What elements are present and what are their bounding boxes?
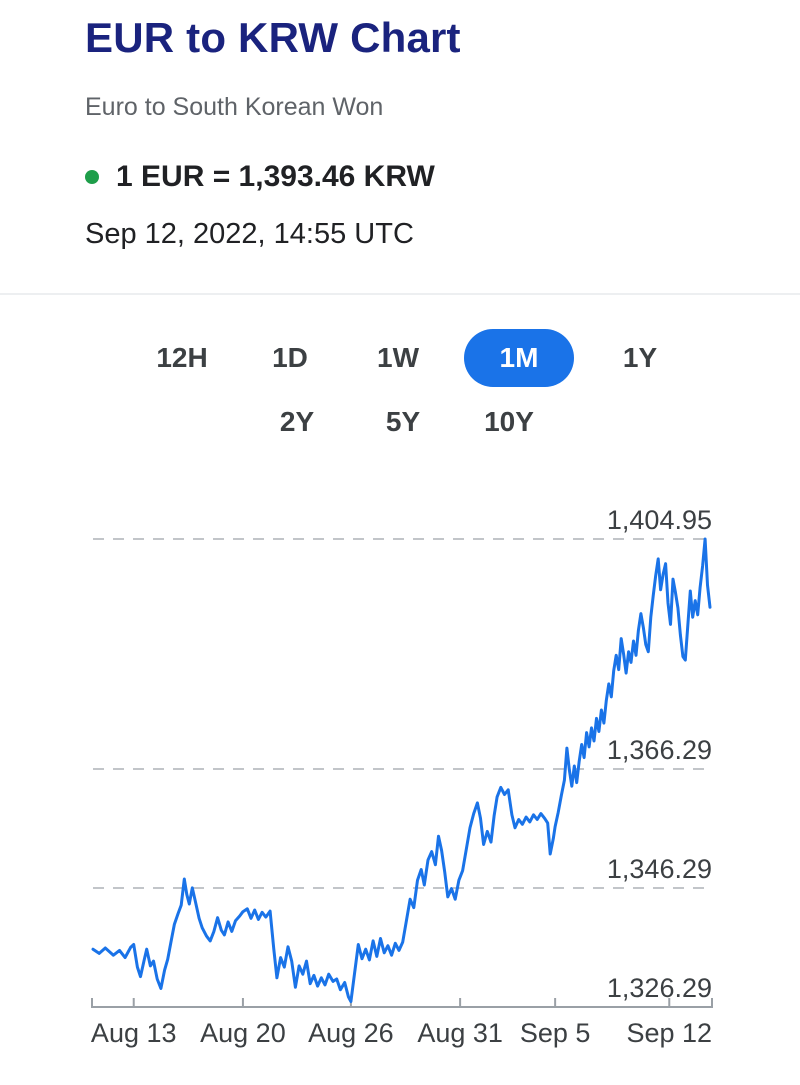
- range-button-12h[interactable]: 12H: [140, 329, 224, 387]
- x-axis-label-aug20: Aug 20: [200, 1018, 286, 1048]
- range-row-1: 12H 1D 1W 1M 1Y: [140, 329, 800, 387]
- y-gridline-label-1366: 1,366.29: [606, 735, 712, 765]
- range-row-2: 2Y 5Y 10Y: [255, 393, 800, 451]
- x-axis-label-aug13: Aug 13: [90, 1018, 177, 1048]
- range-button-2y[interactable]: 2Y: [255, 393, 339, 451]
- chart-header: EUR to KRW Chart Euro to South Korean Wo…: [0, 0, 800, 251]
- range-button-1m[interactable]: 1M: [464, 329, 574, 387]
- y-gridline-label-1326: 1,326.29: [606, 973, 712, 1003]
- current-rate-text: 1 EUR = 1,393.46 KRW: [116, 160, 435, 193]
- range-button-1w[interactable]: 1W: [356, 329, 440, 387]
- live-indicator-dot: [85, 170, 99, 184]
- current-rate-row: 1 EUR = 1,393.46 KRW: [85, 160, 800, 194]
- x-axis-label-aug26: Aug 26: [308, 1018, 394, 1048]
- page-title: EUR to KRW Chart: [85, 14, 461, 61]
- chart-canvas[interactable]: [0, 480, 800, 1080]
- section-divider: [0, 293, 800, 295]
- y-gridline-label-1404: 1,404.95: [606, 504, 712, 535]
- x-axis-label-sep12: Sep 12: [626, 1018, 713, 1048]
- range-button-1d[interactable]: 1D: [248, 329, 332, 387]
- range-button-1y[interactable]: 1Y: [598, 329, 682, 387]
- range-button-5y[interactable]: 5Y: [361, 393, 445, 451]
- time-range-selector: 12H 1D 1W 1M 1Y 2Y 5Y 10Y: [0, 329, 800, 451]
- rate-timestamp: Sep 12, 2022, 14:55 UTC: [85, 218, 414, 250]
- exchange-rate-chart[interactable]: 1,404.95 1,366.29 1,346.29 1,326.29 Aug …: [0, 480, 800, 1080]
- range-button-10y[interactable]: 10Y: [467, 393, 551, 451]
- y-gridline-label-1346: 1,346.29: [606, 854, 712, 884]
- page-subtitle: Euro to South Korean Won: [85, 93, 384, 121]
- x-axis-label-sep5: Sep 5: [519, 1018, 591, 1048]
- x-axis-label-aug31: Aug 31: [417, 1018, 503, 1048]
